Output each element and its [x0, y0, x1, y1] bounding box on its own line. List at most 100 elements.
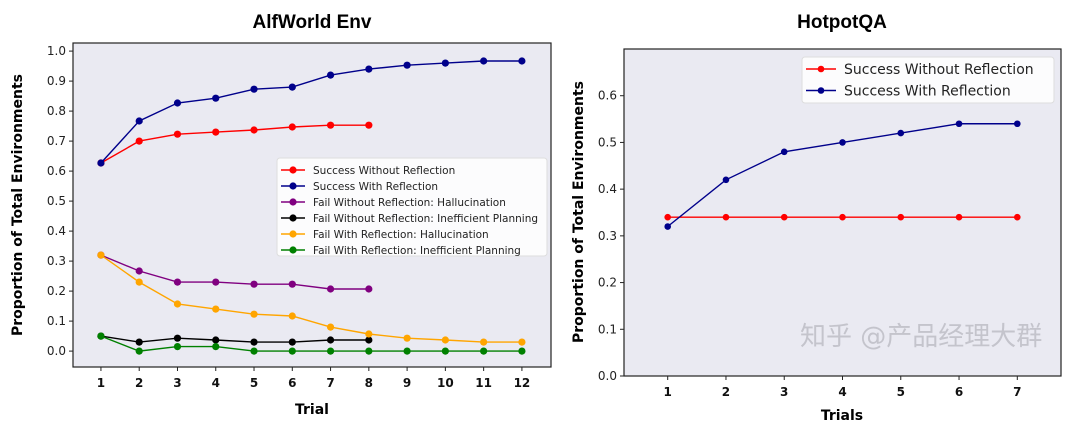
data-point	[897, 129, 905, 137]
data-point	[839, 139, 846, 146]
data-point	[250, 310, 258, 318]
data-point	[250, 280, 258, 288]
legend-item: Success Without Reflection	[281, 165, 455, 177]
data-point	[403, 61, 411, 69]
data-point	[97, 159, 105, 167]
series-1	[664, 120, 1021, 230]
legend-marker	[289, 182, 297, 190]
legend-label: Fail Without Reflection: Hallucination	[313, 197, 506, 209]
data-point	[97, 332, 105, 340]
y-tick-label: 0.3	[598, 229, 617, 243]
legend-marker	[289, 246, 297, 254]
data-point	[173, 334, 182, 342]
data-point	[173, 343, 182, 351]
data-point	[212, 128, 220, 136]
y-tick-label: 0.5	[598, 135, 617, 149]
x-tick-label: 3	[780, 385, 788, 399]
y-tick-label: 0.8	[47, 104, 66, 118]
legend-label: Success Without Reflection	[313, 165, 455, 177]
y-tick-label: 0.6	[47, 164, 66, 178]
x-tick-label: 4	[838, 385, 846, 399]
data-point	[135, 267, 143, 275]
data-point	[1014, 213, 1021, 221]
y-tick-label: 0.0	[598, 369, 617, 383]
y-tick-label: 0.9	[47, 74, 66, 88]
data-point	[173, 99, 182, 107]
legend-item: Fail With Reflection: Hallucination	[281, 229, 489, 241]
y-tick-label: 0.7	[47, 134, 66, 148]
legend-box	[801, 56, 1055, 104]
legend-item: Success With Reflection	[281, 181, 438, 193]
series-3	[97, 332, 373, 346]
series-line	[100, 335, 522, 352]
data-point	[403, 347, 411, 355]
data-point	[212, 336, 220, 344]
data-point	[288, 338, 296, 346]
legend-label: Fail Without Reflection: Inefficient Pla…	[313, 213, 538, 225]
hotpotqa-chart: HotpotQA Trials Proportion of Total Envi…	[571, 12, 1062, 424]
legend-label: Success With Reflection	[313, 181, 438, 193]
data-point	[441, 59, 449, 67]
data-point	[1014, 120, 1021, 128]
y-tick-label: 1.0	[47, 44, 66, 58]
data-point	[365, 330, 373, 338]
data-point	[173, 278, 182, 286]
data-point	[365, 347, 373, 355]
legend-label: Fail With Reflection: Hallucination	[313, 229, 489, 241]
x-tick-label: 4	[212, 376, 220, 390]
x-tick-label: 2	[722, 385, 730, 399]
y-axis-label: Proportion of Total Environments	[10, 74, 26, 336]
legend-marker	[289, 166, 297, 174]
data-point	[480, 57, 488, 65]
y-tick-label: 0.5	[47, 194, 66, 208]
y-tick-label: 0.2	[47, 284, 66, 298]
x-tick-label: 7	[1013, 385, 1021, 399]
legend-label: Fail With Reflection: Inefficient Planni…	[313, 245, 521, 257]
data-point	[480, 347, 488, 355]
x-tick-label: 5	[897, 385, 905, 399]
legend-item: Fail Without Reflection: Inefficient Pla…	[281, 213, 538, 225]
x-tick-label: 8	[365, 376, 373, 390]
data-point	[288, 312, 296, 320]
data-point	[135, 278, 143, 286]
x-tick-label: 6	[955, 385, 963, 399]
data-point	[722, 176, 730, 184]
legend-item: Fail With Reflection: Inefficient Planni…	[281, 245, 521, 257]
chart-title: AlfWorld Env	[253, 12, 372, 33]
data-point	[780, 213, 788, 221]
data-point	[288, 347, 296, 355]
data-point	[173, 300, 182, 308]
y-tick-label: 0.1	[598, 322, 617, 336]
series-0	[664, 213, 1021, 221]
series-1	[97, 57, 526, 167]
legend-item: Success With Reflection	[806, 84, 1011, 100]
y-tick-label: 0.6	[598, 89, 617, 103]
x-axis-label: Trials	[821, 408, 863, 424]
data-point	[441, 347, 449, 355]
data-point	[326, 323, 335, 331]
data-point	[326, 121, 335, 129]
data-point	[97, 251, 105, 259]
legend-marker	[817, 65, 825, 73]
data-point	[326, 71, 335, 79]
data-point	[365, 336, 373, 344]
legend-marker	[289, 198, 297, 206]
y-tick-label: 0.0	[47, 344, 66, 358]
legend-item: Success Without Reflection	[806, 62, 1034, 78]
series-5	[97, 332, 526, 355]
series-line	[100, 254, 369, 290]
x-tick-label: 1	[97, 376, 105, 390]
x-tick-label: 2	[135, 376, 143, 390]
legend-box	[276, 157, 548, 257]
data-point	[326, 336, 335, 344]
data-point	[288, 83, 296, 91]
data-point	[212, 278, 220, 286]
legend: Success Without Reflection Success With R…	[276, 157, 548, 257]
data-point	[403, 334, 411, 342]
chart-title: HotpotQA	[797, 12, 887, 33]
data-point	[365, 285, 373, 293]
data-point	[780, 148, 788, 156]
data-point	[518, 347, 526, 355]
data-point	[173, 130, 182, 138]
